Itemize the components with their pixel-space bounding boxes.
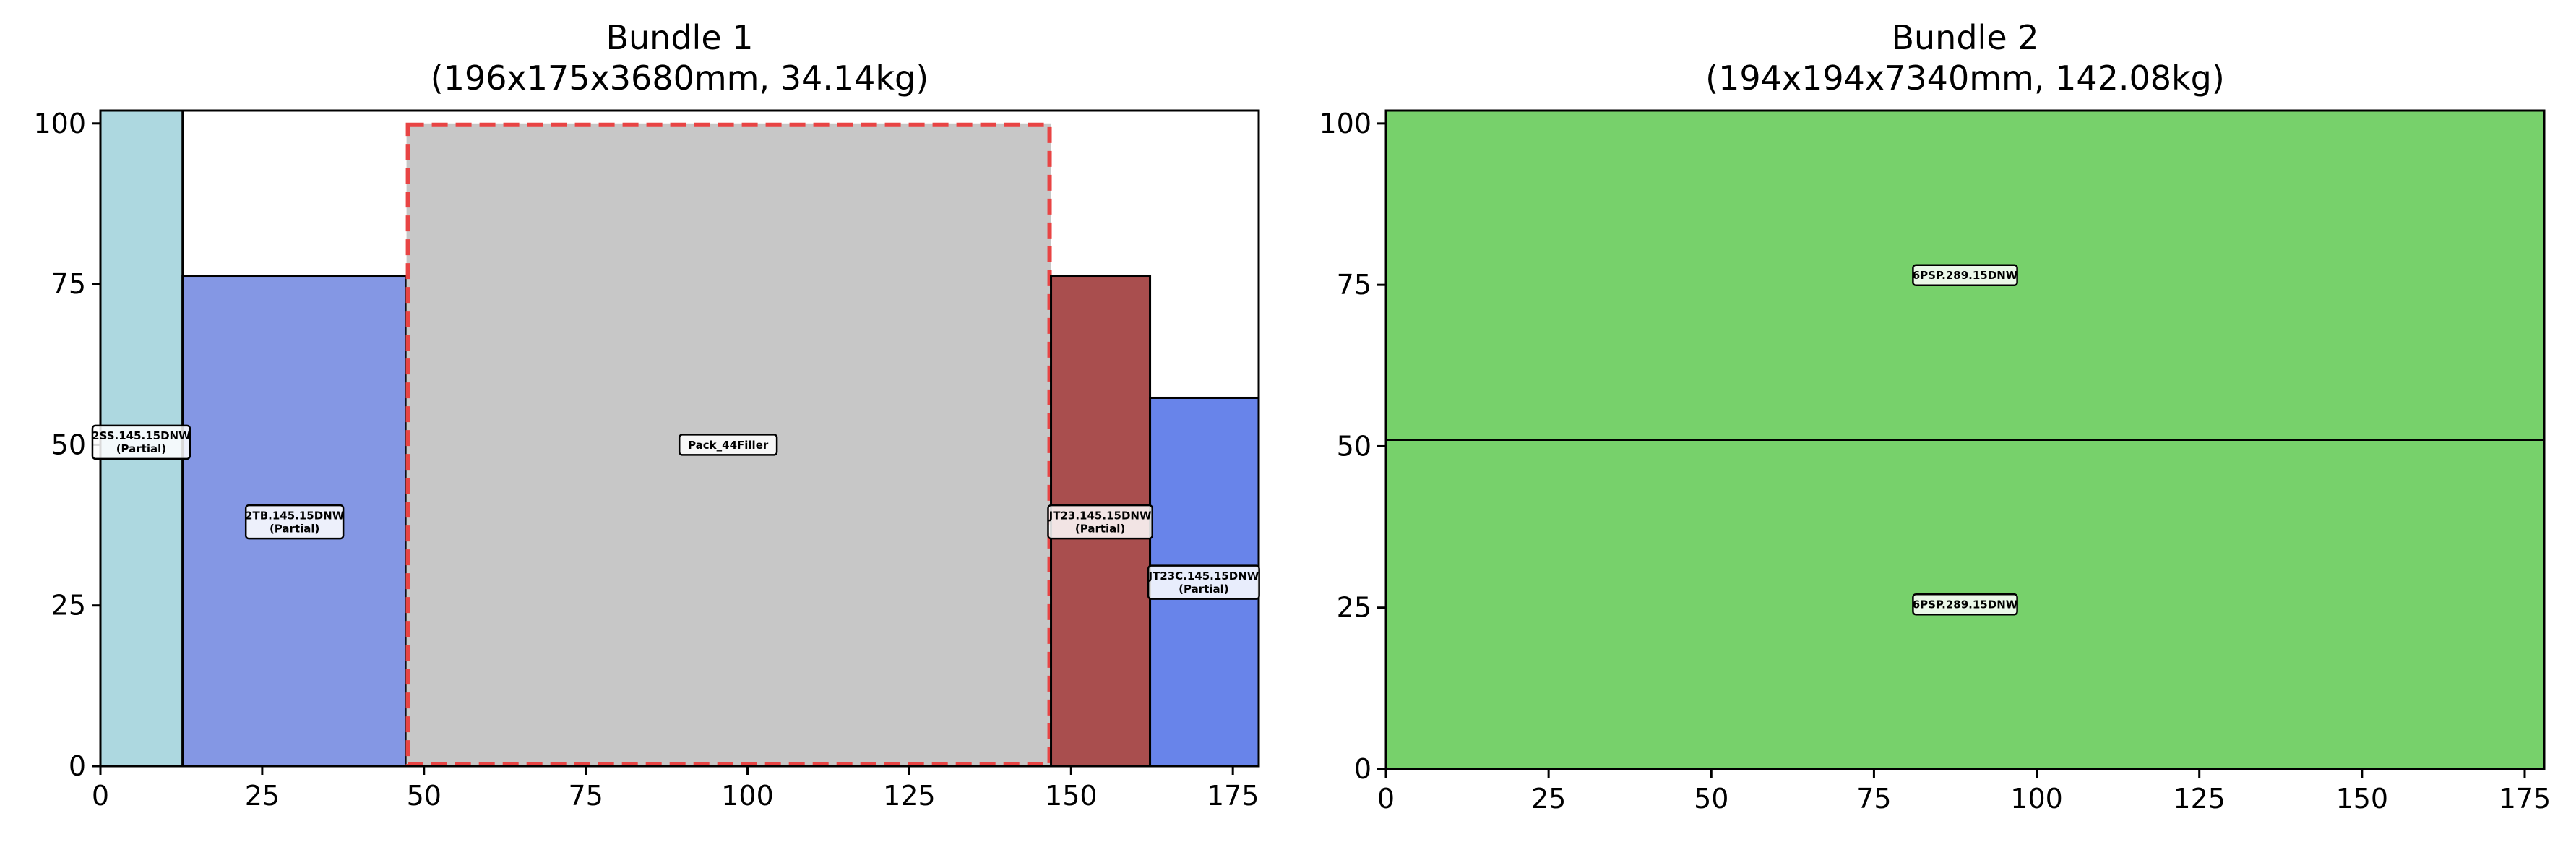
label-note: (Partial) (270, 522, 319, 535)
x-tick-label: 75 (1856, 783, 1891, 815)
filler-dashed-outline (405, 122, 1052, 766)
y-tick-label: 0 (69, 750, 86, 782)
bundle-1-panel: Bundle 1(196x175x3680mm, 34.14kg) 0 25 50 75… (33, 18, 1260, 812)
axes-frame (1384, 109, 2546, 770)
y-tick-label: 50 (1337, 430, 1371, 462)
item-label-2ss-145-15dnw: 2SS.145.15DNW(Partial) (91, 424, 191, 460)
label-text: 2SS.145.15DNW (92, 429, 191, 442)
y-tick-label: 25 (51, 590, 86, 622)
label-text: 6PSP.289.15DNW (1913, 598, 2018, 611)
label-box (1912, 593, 2018, 616)
x-tick-label: 175 (1207, 780, 1259, 812)
item-label-jt23-145-15dnw: JT23.145.15DNW(Partial) (1047, 504, 1153, 540)
y-tick-label: 50 (51, 429, 86, 460)
label-box (1912, 264, 2018, 286)
label-box (1147, 564, 1260, 600)
x-tick-label: 125 (883, 780, 936, 812)
item-label-6psp-289-15dnw: 6PSP.289.15DNW (1912, 593, 2018, 616)
chart-title: Bundle 1 (606, 18, 753, 57)
x-tick-label: 50 (407, 780, 441, 812)
x-tick-label: 25 (245, 780, 280, 812)
x-tick-label: 100 (2010, 783, 2063, 815)
y-tick-label: 25 (1337, 592, 1371, 624)
y-tick-label: 100 (33, 108, 86, 139)
x-tick-label: 50 (1694, 783, 1728, 815)
label-note: (Partial) (1179, 583, 1228, 596)
x-tick-label: 150 (2336, 783, 2389, 815)
y-tick-label: 75 (51, 268, 86, 300)
y-tick-label: 75 (1337, 269, 1371, 301)
item-label-2tb-145-15dnw: 2TB.145.15DNW(Partial) (244, 504, 345, 540)
x-tick-label: 0 (1377, 783, 1395, 815)
label-text: Pack_44Filler (688, 439, 769, 452)
label-text: JT23.145.15DNW (1048, 509, 1152, 522)
item-label-jt23c-145-15dnw: JT23C.145.15DNW(Partial) (1147, 564, 1260, 600)
bundle-2-panel: Bundle 2(194x194x7340mm, 142.08kg) 0 25 50 7… (1319, 18, 2551, 815)
label-text: 2TB.145.15DNW (245, 509, 345, 522)
item-label-6psp-289-15dnw: 6PSP.289.15DNW (1912, 264, 2018, 286)
x-tick-label: 25 (1531, 783, 1566, 815)
label-box (244, 504, 345, 540)
x-tick-label: 0 (92, 780, 109, 812)
y-tick-label: 0 (1354, 753, 1371, 785)
x-tick-label: 75 (568, 780, 603, 812)
chart-subtitle: (196x175x3680mm, 34.14kg) (431, 59, 929, 98)
rect-group (1386, 111, 2544, 769)
label-note: (Partial) (116, 442, 166, 455)
x-tick-label: 150 (1045, 780, 1098, 812)
label-text: 6PSP.289.15DNW (1913, 269, 2018, 282)
x-tick-label: 125 (2173, 783, 2226, 815)
label-box (91, 424, 191, 460)
chart-subtitle: (194x194x7340mm, 142.08kg) (1705, 59, 2225, 98)
y-tick-label: 100 (1319, 108, 1371, 139)
x-tick-label: 175 (2499, 783, 2551, 815)
label-box (1047, 504, 1153, 540)
label-note: (Partial) (1075, 522, 1125, 535)
label-box (678, 434, 778, 456)
item-label-pack-44filler: Pack_44Filler (678, 434, 778, 456)
chart-title: Bundle 2 (1891, 18, 2038, 57)
label-text: JT23C.145.15DNW (1147, 570, 1259, 583)
x-tick-label: 100 (721, 780, 774, 812)
